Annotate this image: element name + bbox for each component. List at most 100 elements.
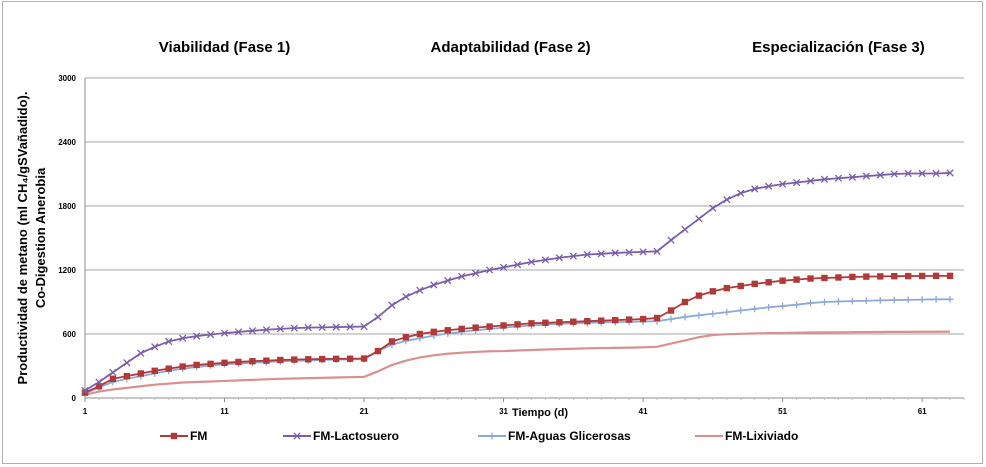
- legend-label: FM: [190, 429, 207, 443]
- data-point: [946, 272, 954, 280]
- data-point: [332, 355, 340, 363]
- data-point: [570, 318, 577, 325]
- data-point: [807, 275, 814, 282]
- data-point: [877, 273, 884, 280]
- x-tick-label: 51: [778, 407, 787, 416]
- data-point: [293, 432, 301, 440]
- data-point: [681, 298, 689, 306]
- data-point: [388, 301, 396, 309]
- y-tick-label: 1800: [58, 202, 76, 211]
- data-point: [346, 355, 354, 362]
- data-point: [402, 293, 410, 301]
- data-point: [374, 313, 382, 321]
- data-point: [611, 249, 619, 257]
- data-point: [249, 358, 256, 365]
- data-point: [206, 330, 215, 339]
- data-point: [723, 308, 731, 316]
- data-point: [430, 328, 438, 336]
- y-axis-label-line2: Co-Digestion Anerobia: [33, 167, 48, 308]
- data-point: [918, 169, 926, 178]
- data-point: [820, 175, 829, 183]
- series-group: [81, 169, 954, 398]
- data-point: [95, 383, 103, 390]
- data-point: [681, 225, 689, 234]
- legend-label: FM-Aguas Glicerosas: [508, 429, 631, 443]
- data-point: [821, 298, 828, 306]
- data-point: [207, 360, 214, 368]
- series-fm-lactosuero: [81, 169, 954, 395]
- y-tick-label: 2400: [58, 138, 76, 147]
- data-point: [862, 297, 870, 305]
- legend-entry: FM-Lactosuero: [283, 429, 399, 443]
- series-fm: [81, 272, 954, 396]
- data-point: [709, 310, 717, 318]
- y-tick-label: 0: [72, 394, 77, 403]
- data-point: [597, 250, 605, 258]
- legend-label: FM-Lactosuero: [313, 429, 399, 443]
- data-point: [890, 296, 898, 304]
- data-point: [555, 254, 564, 262]
- data-point: [876, 171, 884, 179]
- data-point: [765, 279, 772, 286]
- data-point: [904, 296, 912, 304]
- data-point: [220, 329, 229, 337]
- data-point: [653, 314, 661, 322]
- data-point: [793, 276, 800, 283]
- x-tick-label: 21: [360, 407, 369, 416]
- data-point: [862, 172, 870, 180]
- data-point: [193, 361, 200, 369]
- data-point: [835, 274, 842, 281]
- data-point: [332, 323, 340, 331]
- data-point: [485, 266, 494, 274]
- data-point: [695, 311, 703, 319]
- data-point: [444, 327, 451, 334]
- data-point: [890, 170, 898, 178]
- data-point: [374, 347, 382, 355]
- legend-entry: FM-Lixiviado: [695, 429, 798, 443]
- data-point: [430, 281, 438, 289]
- x-tick-label: 1: [83, 407, 88, 416]
- data-point: [569, 252, 577, 260]
- data-point: [723, 284, 731, 292]
- data-point: [179, 363, 186, 370]
- data-point: [179, 334, 187, 342]
- data-point: [695, 292, 703, 299]
- data-point: [472, 324, 479, 331]
- data-point: [262, 326, 271, 334]
- data-point: [360, 322, 368, 331]
- phase-titles: Viabilidad (Fase 1) Adaptabilidad (Fase 2…: [159, 39, 925, 56]
- data-point: [151, 367, 158, 374]
- data-point: [388, 338, 396, 345]
- data-point: [488, 432, 496, 440]
- data-point: [304, 323, 312, 332]
- data-point: [779, 302, 787, 310]
- data-point: [542, 319, 549, 326]
- legend-entry: FM: [160, 429, 207, 443]
- data-point: [765, 303, 773, 311]
- data-point: [611, 316, 619, 324]
- data-point: [778, 180, 787, 188]
- data-point: [598, 317, 605, 324]
- data-point: [500, 322, 507, 329]
- data-point: [653, 247, 661, 255]
- data-point: [765, 182, 773, 190]
- data-point: [848, 173, 857, 181]
- data-point: [458, 325, 465, 333]
- data-point: [751, 280, 758, 288]
- data-point: [541, 256, 550, 264]
- data-point: [263, 357, 270, 364]
- series-line: [84, 298, 951, 395]
- data-point: [234, 328, 243, 336]
- data-point: [346, 323, 354, 331]
- data-point: [932, 295, 940, 303]
- data-point: [918, 296, 926, 304]
- phase-title: Viabilidad (Fase 1): [159, 39, 290, 56]
- data-point: [109, 375, 117, 382]
- data-point: [305, 356, 312, 363]
- data-point: [458, 272, 466, 281]
- data-point: [737, 307, 745, 314]
- data-point: [137, 349, 145, 357]
- data-point: [932, 169, 940, 178]
